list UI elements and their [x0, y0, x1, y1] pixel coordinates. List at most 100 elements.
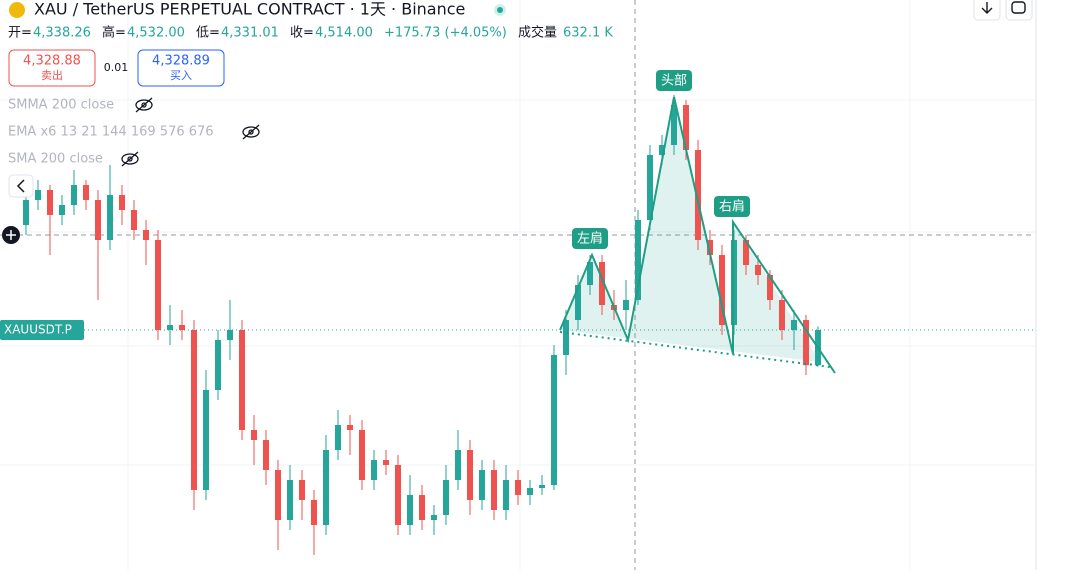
candle-body: [179, 325, 185, 330]
candle-body: [83, 185, 89, 200]
candle-body: [335, 425, 341, 450]
arrow-icon: [981, 2, 993, 14]
ohlc-label: 收=: [290, 26, 314, 41]
indicator: SMMA 200 close: [8, 98, 114, 113]
candle-body: [71, 185, 77, 205]
candle-body: [635, 220, 641, 300]
candle-body: [23, 200, 29, 225]
sell-button[interactable]: [8, 49, 96, 87]
indicator: SMA 200 close: [8, 152, 103, 167]
candle-body: [467, 450, 473, 500]
eye-icon[interactable]: [242, 124, 260, 140]
candle-body: [803, 320, 809, 366]
candle-body: [347, 425, 353, 430]
candle-body: [395, 465, 401, 525]
plus: [6, 230, 16, 240]
ohlc-value: 632.1 K: [563, 26, 613, 41]
candle-body: [407, 495, 413, 525]
candle-body: [95, 200, 101, 240]
buy-label: 买入: [170, 69, 192, 82]
candle-body: [563, 320, 569, 355]
head-shoulders-line: [559, 96, 836, 374]
candle-body: [479, 470, 485, 500]
candle-body: [35, 190, 41, 200]
candle-body: [503, 480, 509, 510]
candle-body: [215, 340, 221, 390]
candle-body: [131, 210, 137, 230]
candle-body: [491, 470, 497, 510]
indicator: EMA x6 13 21 144 169 576 676: [8, 125, 214, 140]
annotation: 左肩: [577, 231, 603, 247]
symbol-icon: [9, 2, 25, 18]
candle-body: [203, 390, 209, 490]
candle-body: [251, 430, 257, 440]
candle-body: [623, 300, 629, 310]
buy-button[interactable]: [137, 49, 225, 87]
candle-body: [287, 480, 293, 520]
candle-body: [431, 515, 437, 520]
candle-body: [167, 325, 173, 330]
candle-body: [707, 240, 713, 255]
candle-body: [311, 500, 317, 525]
ohlc-label: 低=: [196, 26, 220, 41]
candle-body: [683, 105, 689, 150]
candle-body: [587, 262, 593, 285]
candle-body: [551, 355, 557, 485]
candle-body: [671, 105, 677, 145]
candle-body: [191, 330, 197, 490]
candle-body: [767, 275, 773, 300]
candle-body: [443, 480, 449, 515]
fullscreen-button[interactable]: [1005, 0, 1033, 21]
ohlc-change: +175.73 (+4.05%): [384, 26, 507, 41]
candle-body: [239, 330, 245, 430]
candle-body: [119, 195, 125, 210]
candle-body: [107, 195, 113, 240]
candle-body: [455, 450, 461, 480]
candle-body: [419, 495, 425, 520]
ohlc-label: 开=: [8, 26, 32, 41]
candle-body: [779, 300, 785, 330]
ohlc-value: 4,338.26: [33, 26, 91, 41]
ohlc-value: 4,514.00: [315, 26, 373, 41]
annotation-box: [714, 196, 750, 217]
candle-body: [227, 330, 233, 340]
sell-price: 4,328.88: [23, 54, 81, 69]
candle-body: [155, 240, 161, 330]
candle-body: [299, 480, 305, 500]
spread: 0.01: [104, 61, 129, 74]
symbol-tag-label: XAUUSDT.P: [4, 323, 72, 337]
ohlc-label: 高=: [102, 25, 126, 41]
candle-body: [515, 480, 521, 495]
candle-body: [647, 155, 653, 220]
candle-body: [599, 262, 605, 305]
chevron: [16, 179, 25, 193]
status-dot: [497, 7, 503, 13]
eye-icon[interactable]: [135, 97, 153, 113]
candle-body: [371, 460, 377, 480]
eye-icon[interactable]: [121, 151, 139, 167]
annotation-box: [572, 228, 608, 249]
collapse-button[interactable]: [8, 174, 34, 198]
candle-body: [59, 205, 65, 215]
candle-body: [791, 320, 797, 330]
candle-body: [383, 460, 389, 465]
candle-body: [659, 145, 665, 155]
sell-label: 卖出: [41, 68, 63, 82]
symbol-title: XAU / TetherUS PERPETUAL CONTRACT · 1天 ·…: [34, 0, 465, 19]
ohlc-value: 4,331.01: [221, 26, 279, 41]
symbol-tag: [0, 320, 84, 340]
candle-body: [695, 150, 701, 240]
candle-body: [275, 470, 281, 520]
fullscreen-icon: [1011, 1, 1026, 14]
candle-body: [575, 285, 581, 320]
candle-body: [755, 265, 761, 275]
candle-body: [743, 240, 749, 265]
candle-body: [359, 430, 365, 480]
pattern-fill: [560, 97, 820, 362]
candle-body: [719, 255, 725, 325]
candle-body: [143, 230, 149, 240]
annotation: 头部: [661, 74, 687, 89]
ohlc-value: 4,532.00: [127, 26, 185, 41]
buy-price: 4,328.89: [152, 54, 210, 69]
